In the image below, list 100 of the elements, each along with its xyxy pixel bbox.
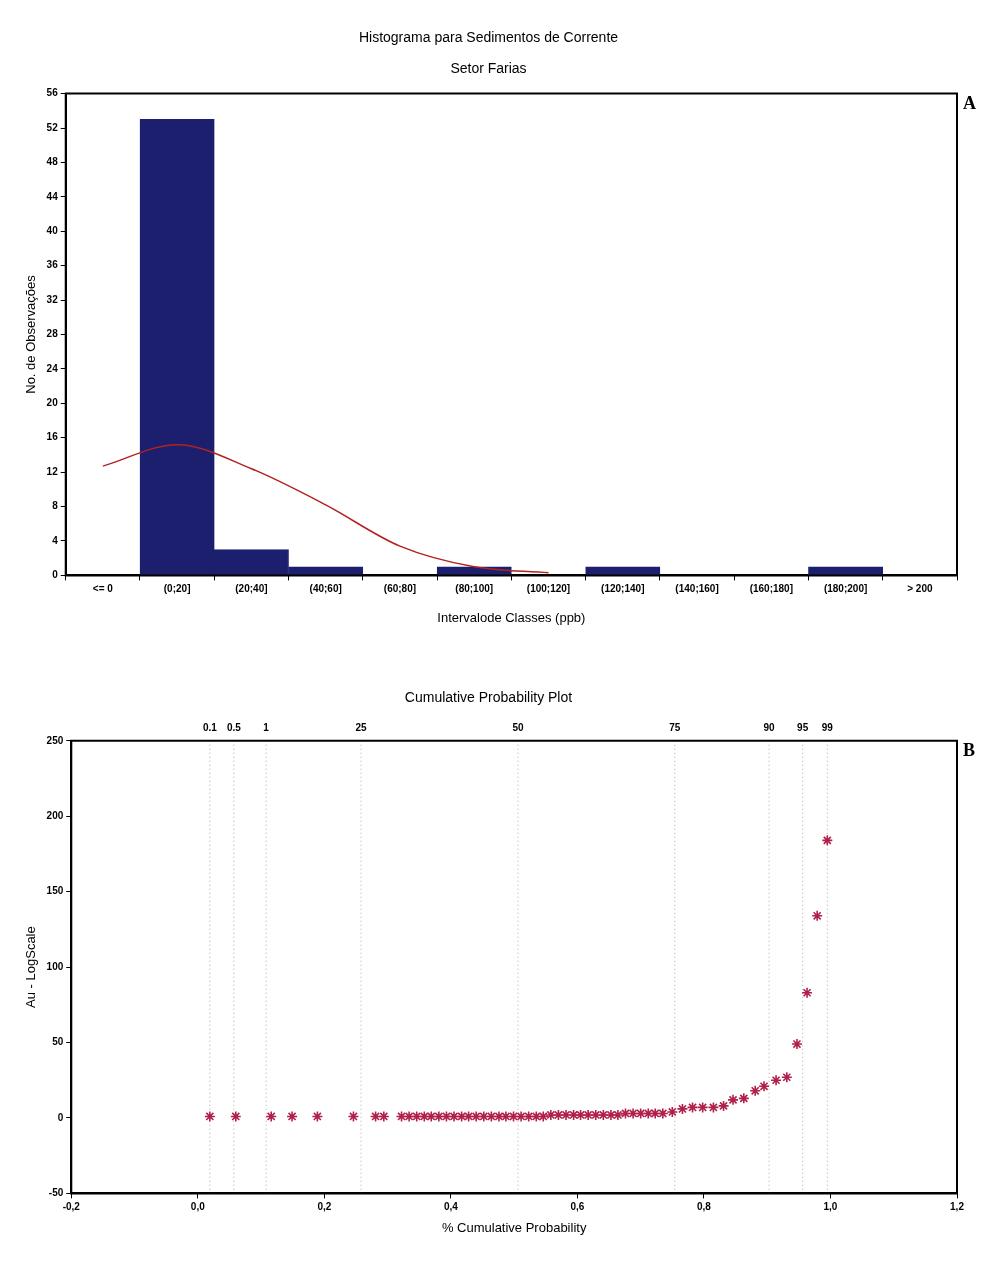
y-tick-label: 0 bbox=[52, 569, 59, 581]
y-tick-label: 20 bbox=[46, 397, 59, 409]
point bbox=[666, 1106, 679, 1118]
y-tick-label: 50 bbox=[52, 1036, 64, 1048]
point bbox=[686, 1101, 699, 1114]
point bbox=[612, 1109, 624, 1121]
point bbox=[560, 1109, 572, 1121]
point bbox=[493, 1110, 505, 1123]
point bbox=[770, 1074, 782, 1087]
bar bbox=[808, 566, 884, 575]
point bbox=[589, 1109, 602, 1121]
x-tick-label: 0,0 bbox=[190, 1201, 206, 1213]
x-tick-label: 1,0 bbox=[823, 1201, 838, 1213]
point bbox=[574, 1109, 587, 1121]
point bbox=[801, 986, 813, 999]
annotation: 0.5 bbox=[226, 721, 242, 733]
y-tick-label: 4 bbox=[52, 534, 59, 546]
point bbox=[676, 1103, 689, 1115]
y-tick-label: 28 bbox=[46, 328, 59, 340]
text: A bbox=[963, 93, 976, 114]
y-tick-label: 48 bbox=[46, 156, 59, 168]
y-tick-label: 36 bbox=[46, 259, 59, 271]
y-tick-label: -50 bbox=[48, 1187, 64, 1199]
point bbox=[627, 1107, 639, 1120]
y-axis-title: Au - LogScale bbox=[23, 926, 39, 1008]
x-tick-label: 0,4 bbox=[443, 1201, 459, 1213]
chart-title: Histograma para Sedimentos de Corrente bbox=[358, 29, 619, 46]
x-tick-label: (60;80] bbox=[383, 583, 417, 595]
y-tick-label: 8 bbox=[52, 500, 59, 512]
point bbox=[425, 1110, 438, 1123]
chart-title: Cumulative Probability Plot bbox=[404, 689, 573, 706]
x-tick-label: (160;180] bbox=[749, 583, 793, 595]
x-tick-label: > 200 bbox=[907, 583, 933, 595]
point bbox=[470, 1110, 482, 1123]
y-tick-label: 16 bbox=[46, 431, 59, 443]
annotation: 90 bbox=[763, 721, 776, 733]
point bbox=[567, 1109, 580, 1121]
chart-subtitle: Setor Farias bbox=[450, 60, 527, 77]
x-axis-title: % Cumulative Probability bbox=[441, 1219, 587, 1235]
point bbox=[500, 1110, 512, 1123]
y-tick-label: 200 bbox=[46, 809, 64, 821]
point bbox=[378, 1110, 390, 1123]
point bbox=[522, 1110, 535, 1123]
point bbox=[440, 1110, 453, 1123]
y-tick-label: 150 bbox=[46, 885, 64, 897]
point bbox=[403, 1110, 415, 1123]
point bbox=[749, 1085, 761, 1097]
x-tick-label: (140;160] bbox=[675, 583, 719, 595]
point bbox=[395, 1110, 408, 1123]
point bbox=[545, 1109, 557, 1121]
line-series bbox=[102, 443, 550, 574]
text: B bbox=[963, 740, 976, 761]
annotation: 95 bbox=[797, 721, 809, 733]
point bbox=[477, 1110, 490, 1123]
x-tick-label: 0,6 bbox=[570, 1201, 585, 1213]
x-tick-label: (20;40] bbox=[235, 583, 268, 595]
x-tick-label: (120;140] bbox=[601, 583, 645, 595]
annotation: 25 bbox=[355, 721, 368, 733]
point bbox=[552, 1109, 565, 1121]
y-tick-label: 40 bbox=[46, 225, 59, 237]
annotation: 1 bbox=[263, 721, 270, 733]
x-tick-label: (80;100] bbox=[455, 583, 494, 595]
point bbox=[649, 1107, 662, 1120]
annotation: 50 bbox=[512, 721, 524, 733]
x-tick-label: (100;120] bbox=[526, 583, 571, 595]
x-tick-label: 1,2 bbox=[950, 1201, 965, 1213]
point bbox=[311, 1110, 324, 1123]
bar bbox=[585, 566, 661, 575]
point bbox=[537, 1110, 550, 1123]
point bbox=[619, 1107, 632, 1120]
point bbox=[347, 1110, 360, 1123]
point bbox=[455, 1110, 468, 1123]
point bbox=[758, 1080, 770, 1093]
point bbox=[811, 910, 823, 922]
point bbox=[204, 1110, 216, 1123]
annotation: 0.1 bbox=[202, 721, 218, 733]
point bbox=[791, 1038, 803, 1050]
point bbox=[781, 1071, 793, 1084]
y-tick-label: 12 bbox=[46, 465, 59, 477]
point bbox=[707, 1101, 720, 1114]
y-axis-title: No. de Observações bbox=[23, 274, 39, 394]
x-tick-label: (40;60] bbox=[309, 583, 342, 595]
point bbox=[582, 1109, 594, 1121]
point bbox=[369, 1110, 382, 1123]
point bbox=[821, 834, 834, 847]
y-tick-label: 52 bbox=[46, 121, 59, 133]
point bbox=[515, 1110, 527, 1123]
point bbox=[410, 1110, 423, 1123]
point bbox=[448, 1110, 460, 1123]
y-tick-label: 44 bbox=[46, 190, 59, 202]
point bbox=[634, 1107, 647, 1120]
point bbox=[286, 1110, 298, 1123]
y-tick-label: 24 bbox=[46, 362, 59, 374]
y-tick-label: 56 bbox=[46, 87, 59, 99]
x-tick-label: (180;200] bbox=[823, 583, 868, 595]
point bbox=[485, 1110, 498, 1123]
x-tick-label: -0,2 bbox=[62, 1201, 81, 1213]
point bbox=[727, 1094, 739, 1106]
point bbox=[265, 1110, 277, 1123]
y-tick-label: 0 bbox=[57, 1111, 64, 1123]
